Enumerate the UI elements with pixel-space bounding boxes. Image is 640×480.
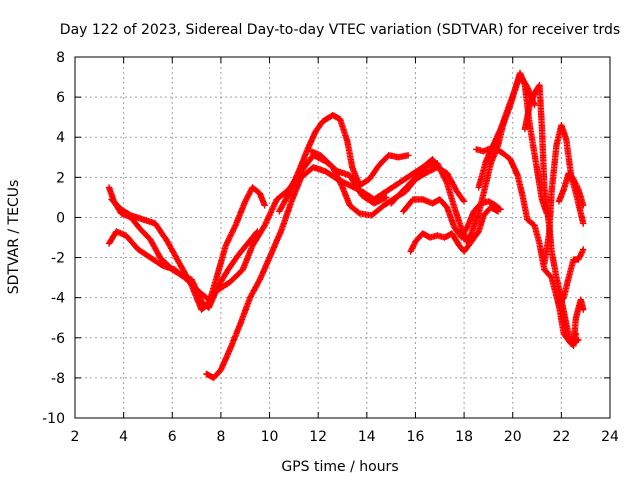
x-tick-label: 6: [168, 429, 177, 445]
series-3: [106, 152, 390, 303]
y-tick-label: 8: [56, 50, 65, 66]
x-tick-label: 22: [552, 429, 570, 445]
y-tick-label: 4: [56, 130, 65, 146]
series-markers: [556, 170, 587, 208]
chart-title: Day 122 of 2023, Sidereal Day-to-day VTE…: [60, 22, 620, 38]
series-markers: [106, 184, 261, 311]
x-tick-label: 2: [71, 429, 80, 445]
x-tick-label: 8: [216, 429, 225, 445]
y-tick-label: -2: [51, 251, 65, 267]
series-9: [388, 72, 538, 245]
x-tick-label: 4: [119, 429, 128, 445]
y-tick-label: -10: [42, 411, 65, 427]
x-tick-label: 10: [261, 429, 279, 445]
chart-root: 2 4 6 8 10 12 14 16 18 20 22 24 -10 -8 -6 -4 -2 0 2 4 6 8 Day…: [0, 0, 640, 480]
sdtvar-chart: 2 4 6 8 10 12 14 16 18 20 22 24-10-8-6-4-202468 Day…: [0, 0, 640, 480]
y-tick-label: 2: [56, 170, 65, 186]
x-tick-label: 20: [504, 429, 522, 445]
x-tick-label: 24: [601, 429, 619, 445]
series-14: [556, 170, 587, 208]
series-markers: [388, 72, 538, 245]
y-tick-label: -6: [51, 331, 65, 347]
y-tick-label: -8: [51, 371, 65, 387]
y-axis-label: SDTVAR / TECUs: [6, 180, 22, 295]
series-1: [106, 184, 261, 311]
y-tick-label: 0: [56, 210, 65, 226]
data-layer: [106, 70, 587, 381]
x-tick-label: 16: [407, 429, 425, 445]
y-tick-label: -4: [51, 291, 65, 307]
y-tick-label: 6: [56, 90, 65, 106]
x-tick-label: 12: [309, 429, 327, 445]
x-tick-label: 14: [358, 429, 376, 445]
x-tick-label: 18: [455, 429, 473, 445]
series-markers: [106, 152, 390, 303]
x-axis-label: GPS time / hours: [281, 459, 398, 475]
